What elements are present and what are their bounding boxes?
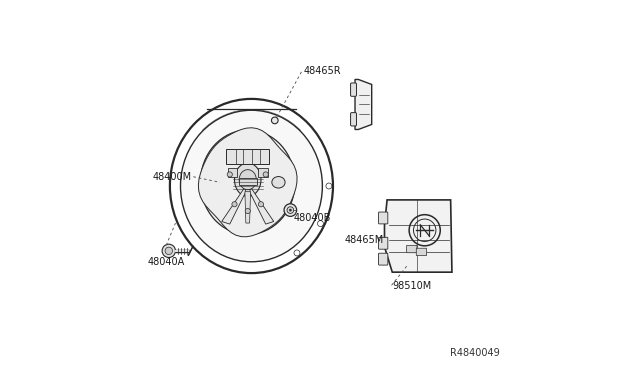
Ellipse shape	[239, 170, 257, 190]
FancyBboxPatch shape	[378, 237, 388, 249]
Circle shape	[165, 247, 173, 254]
Polygon shape	[198, 128, 297, 237]
Ellipse shape	[200, 130, 295, 235]
Polygon shape	[355, 80, 372, 129]
Circle shape	[284, 204, 297, 217]
FancyBboxPatch shape	[378, 212, 388, 224]
FancyBboxPatch shape	[228, 168, 237, 177]
Text: 98510M: 98510M	[392, 281, 431, 291]
FancyBboxPatch shape	[239, 177, 257, 185]
Polygon shape	[221, 186, 245, 224]
Text: 48400M: 48400M	[153, 172, 192, 182]
Polygon shape	[250, 186, 274, 224]
Circle shape	[259, 202, 264, 207]
Circle shape	[287, 207, 294, 214]
FancyBboxPatch shape	[406, 246, 417, 253]
Circle shape	[162, 244, 175, 257]
FancyBboxPatch shape	[227, 150, 269, 164]
Circle shape	[227, 172, 232, 177]
Ellipse shape	[180, 110, 323, 262]
FancyBboxPatch shape	[351, 83, 356, 96]
Text: 48465M: 48465M	[345, 235, 384, 245]
FancyBboxPatch shape	[416, 248, 427, 256]
FancyBboxPatch shape	[378, 253, 388, 265]
Circle shape	[271, 117, 278, 124]
Text: 48465R: 48465R	[303, 66, 341, 76]
Ellipse shape	[234, 163, 261, 196]
Text: 48040B: 48040B	[294, 212, 332, 222]
FancyBboxPatch shape	[258, 168, 268, 177]
Circle shape	[289, 209, 291, 211]
Ellipse shape	[272, 177, 285, 188]
Polygon shape	[385, 200, 452, 272]
FancyBboxPatch shape	[351, 113, 356, 126]
Text: R4840049: R4840049	[450, 348, 500, 358]
Circle shape	[263, 172, 268, 177]
Circle shape	[232, 202, 237, 207]
Text: 48040A: 48040A	[148, 257, 185, 267]
Circle shape	[245, 208, 250, 214]
Polygon shape	[245, 192, 251, 223]
